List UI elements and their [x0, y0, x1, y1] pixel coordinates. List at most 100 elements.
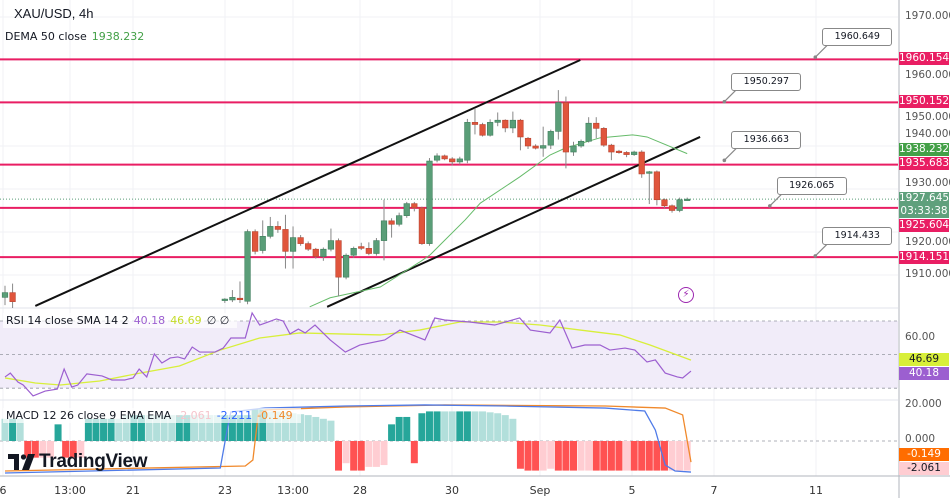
candle — [608, 143, 615, 161]
candle-body — [373, 240, 380, 254]
macd-histogram-bar — [418, 413, 426, 441]
candle — [221, 298, 228, 303]
time-axis-label: 28 — [353, 484, 367, 497]
macd-histogram-bar — [532, 441, 540, 471]
candle-body — [646, 171, 653, 174]
candle — [653, 170, 660, 206]
price-tag: 1960.154 — [899, 52, 949, 65]
dema-line — [309, 134, 688, 308]
price-tag-value: 1935.683 — [899, 157, 950, 169]
macd-histogram-bar — [304, 415, 312, 441]
macd-tag: -2.061 — [899, 462, 949, 475]
candle — [426, 158, 433, 246]
candle — [623, 151, 630, 158]
price-tag-value: 1938.232 — [899, 143, 950, 155]
candle — [252, 229, 259, 255]
macd-histogram-bar — [425, 411, 433, 441]
price-tag-value: 1927.645 — [899, 192, 950, 204]
candle-body — [456, 158, 463, 163]
macd-legend[interactable]: MACD 12 26 close 9 EMA EMA -2.061 -2.211 -0… — [3, 408, 301, 423]
macd-histogram-bar — [471, 411, 479, 441]
dema-label: DEMA 50 close — [5, 30, 87, 43]
candle — [289, 226, 297, 269]
macd-histogram-bar — [539, 441, 547, 471]
macd-histogram-bar — [494, 413, 502, 441]
macd-histogram-bar — [350, 441, 358, 471]
candle — [403, 201, 410, 218]
rsi-legend[interactable]: RSI 14 close SMA 14 2 40.18 46.69 ∅ ∅ — [3, 313, 238, 328]
candle — [327, 228, 335, 252]
candle-body — [517, 119, 524, 138]
macd-histogram-bar — [228, 415, 236, 441]
candle — [411, 201, 418, 212]
macd-histogram-bar — [122, 415, 130, 441]
rsi-sma-tag: 46.69 — [899, 353, 949, 367]
candle-body — [676, 199, 683, 211]
candle-body — [335, 240, 342, 278]
macd-histogram-bar — [327, 420, 335, 441]
main-pane — [0, 58, 898, 308]
macd-histogram-bar — [668, 441, 676, 471]
macd-histogram-bar — [84, 418, 92, 441]
candle — [236, 281, 244, 303]
symbol-title[interactable]: XAU/USD, 4h — [14, 6, 94, 21]
candle-body — [312, 248, 319, 257]
macd-histogram-bar — [554, 441, 562, 471]
candle — [358, 242, 365, 251]
macd-histogram-bar — [160, 415, 168, 441]
candle-body — [555, 102, 562, 132]
time-axis-label: 13:00 — [277, 484, 309, 497]
macd-histogram-bar — [266, 411, 274, 441]
candle — [646, 170, 653, 205]
macd-histogram-bar — [501, 415, 509, 441]
macd-histogram-bar — [357, 441, 365, 471]
rsi-sma-value: 46.69 — [170, 314, 202, 327]
macd-histogram-bar — [463, 411, 471, 441]
price-axis-label: 1930.000 — [905, 177, 950, 189]
macd-histogram-bar — [289, 413, 297, 441]
price-tag: 1938.232 — [899, 143, 949, 156]
candle — [297, 235, 304, 246]
macd-histogram-bar — [236, 415, 244, 441]
price-tag: 1914.151 — [899, 251, 949, 264]
tradingview-logo[interactable]: TradingView — [8, 451, 148, 473]
price-axis-label: 1940.000 — [905, 128, 950, 140]
price-callout[interactable]: 1960.649 — [822, 28, 893, 47]
price-callout[interactable]: 1950.297 — [731, 72, 802, 91]
lightning-icon[interactable]: ⚡ — [678, 287, 694, 303]
candle-body — [274, 226, 281, 230]
candle-body — [252, 231, 259, 252]
macd-histogram-bar — [630, 441, 638, 471]
macd-histogram-bar — [524, 441, 532, 471]
rsi-band-background — [0, 321, 898, 389]
candle — [418, 206, 426, 245]
candle — [441, 154, 448, 161]
callout-anchor — [722, 99, 727, 104]
price-callout[interactable]: 1914.433 — [822, 226, 893, 245]
macd-histogram-bar — [191, 415, 198, 441]
candle — [676, 197, 683, 213]
macd-histogram-bar — [77, 441, 85, 458]
macd-histogram-bar — [547, 441, 555, 469]
macd-histogram-bar — [107, 418, 115, 441]
candle — [282, 214, 289, 269]
macd-histogram-bar — [62, 441, 70, 458]
candle-body — [562, 102, 570, 153]
price-callout[interactable]: 1936.663 — [731, 131, 802, 150]
time-axis-label: 13:00 — [54, 484, 86, 497]
macd-axis-label: 0.000 — [905, 433, 936, 445]
macd-histogram-bar — [130, 415, 138, 441]
dema-legend[interactable]: DEMA 50 close 1938.232 — [5, 30, 149, 43]
candle-body — [342, 254, 350, 278]
candle — [585, 117, 592, 143]
macd-histogram-bar — [46, 441, 54, 458]
candle-body — [327, 240, 335, 250]
candle-body — [502, 119, 509, 129]
candle — [509, 111, 516, 134]
candle-body — [684, 198, 691, 201]
price-callout[interactable]: 1926.065 — [776, 176, 847, 195]
macd-histogram-bar — [638, 441, 646, 471]
macd-histogram-bar — [676, 441, 684, 471]
macd-histogram-bar — [9, 418, 17, 441]
